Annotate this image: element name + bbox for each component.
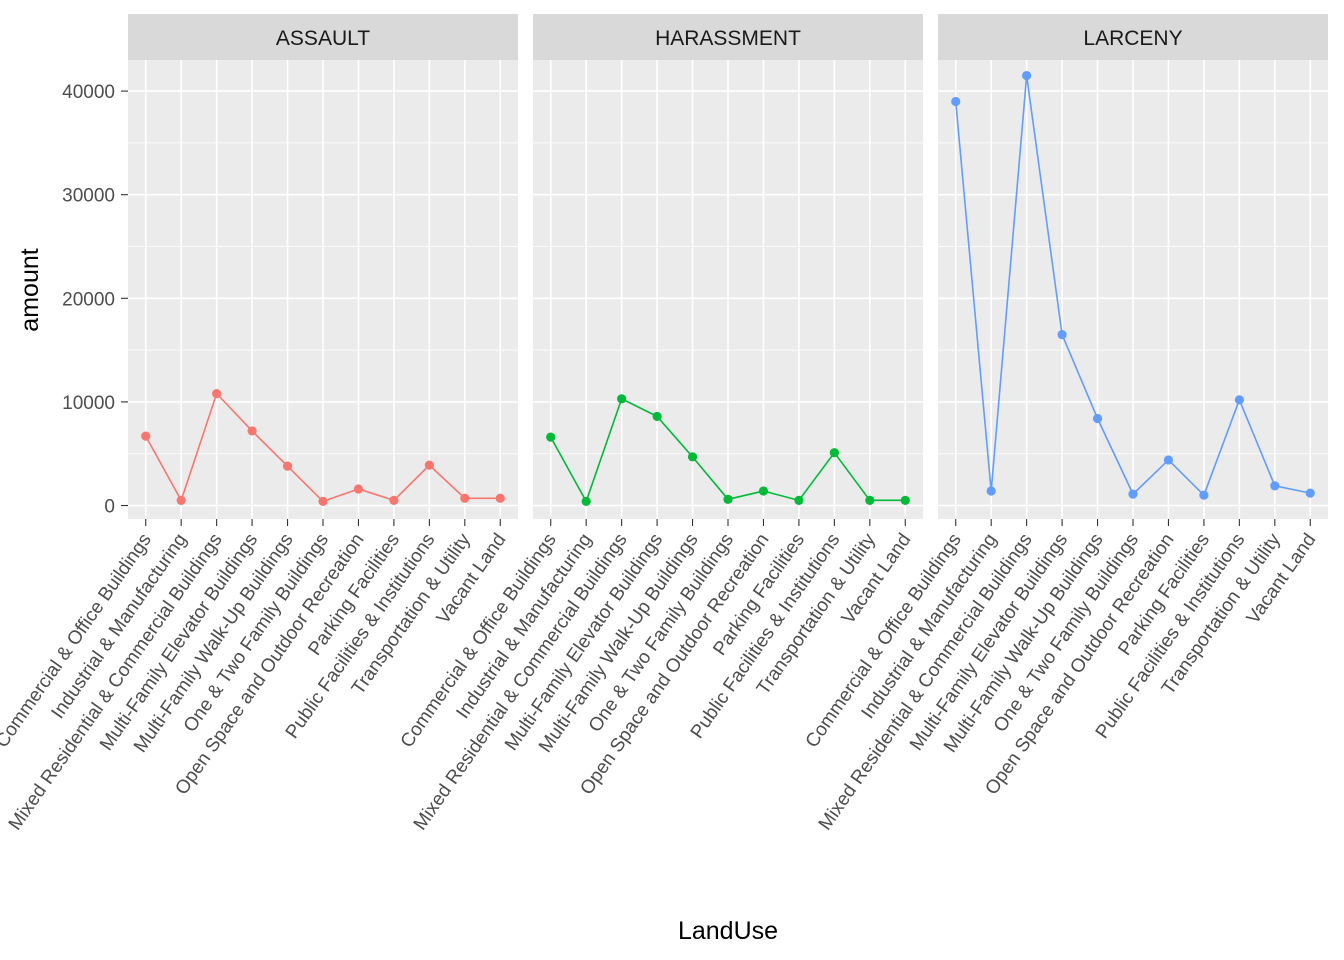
data-point bbox=[495, 493, 505, 503]
data-point bbox=[652, 411, 662, 422]
data-point bbox=[353, 484, 364, 494]
data-point bbox=[424, 460, 434, 470]
data-point bbox=[141, 431, 151, 441]
data-point bbox=[617, 394, 627, 404]
facet-strip-label: ASSAULT bbox=[276, 27, 370, 50]
facet-strip bbox=[128, 14, 518, 60]
y-tick-label: 40000 bbox=[62, 82, 115, 103]
facet-strip bbox=[938, 14, 1328, 60]
data-point bbox=[687, 452, 698, 462]
facet-strip-label: HARASSMENT bbox=[655, 27, 801, 50]
data-point bbox=[1057, 329, 1067, 340]
data-point bbox=[247, 426, 257, 436]
data-point bbox=[176, 495, 186, 505]
data-point bbox=[460, 493, 470, 503]
data-point bbox=[986, 486, 996, 496]
y-axis-title: amount bbox=[16, 248, 44, 331]
data-point bbox=[1234, 395, 1244, 405]
data-point bbox=[1305, 488, 1315, 498]
data-point bbox=[1128, 489, 1138, 499]
data-point bbox=[723, 494, 733, 504]
y-tick-label: 20000 bbox=[62, 289, 115, 310]
data-point bbox=[865, 495, 875, 505]
data-point bbox=[951, 96, 961, 107]
data-point bbox=[1199, 490, 1209, 500]
data-point bbox=[282, 461, 293, 471]
facet-strip bbox=[533, 14, 923, 60]
data-point bbox=[900, 495, 910, 505]
y-tick-label: 0 bbox=[104, 497, 115, 518]
data-point bbox=[389, 495, 399, 505]
data-point bbox=[1022, 70, 1032, 81]
data-point bbox=[546, 432, 556, 442]
data-point bbox=[212, 389, 222, 399]
data-point bbox=[581, 496, 591, 506]
y-axis: 0 10000 20000 30000 40000 bbox=[62, 82, 128, 518]
y-tick-label: 30000 bbox=[62, 186, 115, 207]
data-point bbox=[794, 495, 804, 505]
data-point bbox=[318, 496, 328, 506]
facet-strip-label: LARCENY bbox=[1083, 27, 1182, 50]
data-point bbox=[1163, 455, 1174, 465]
data-point bbox=[829, 448, 839, 458]
x-axis-title: LandUse bbox=[678, 917, 778, 945]
data-point bbox=[1092, 413, 1103, 424]
y-tick-label: 10000 bbox=[62, 393, 115, 414]
data-point bbox=[1270, 481, 1280, 491]
data-point bbox=[758, 486, 769, 496]
